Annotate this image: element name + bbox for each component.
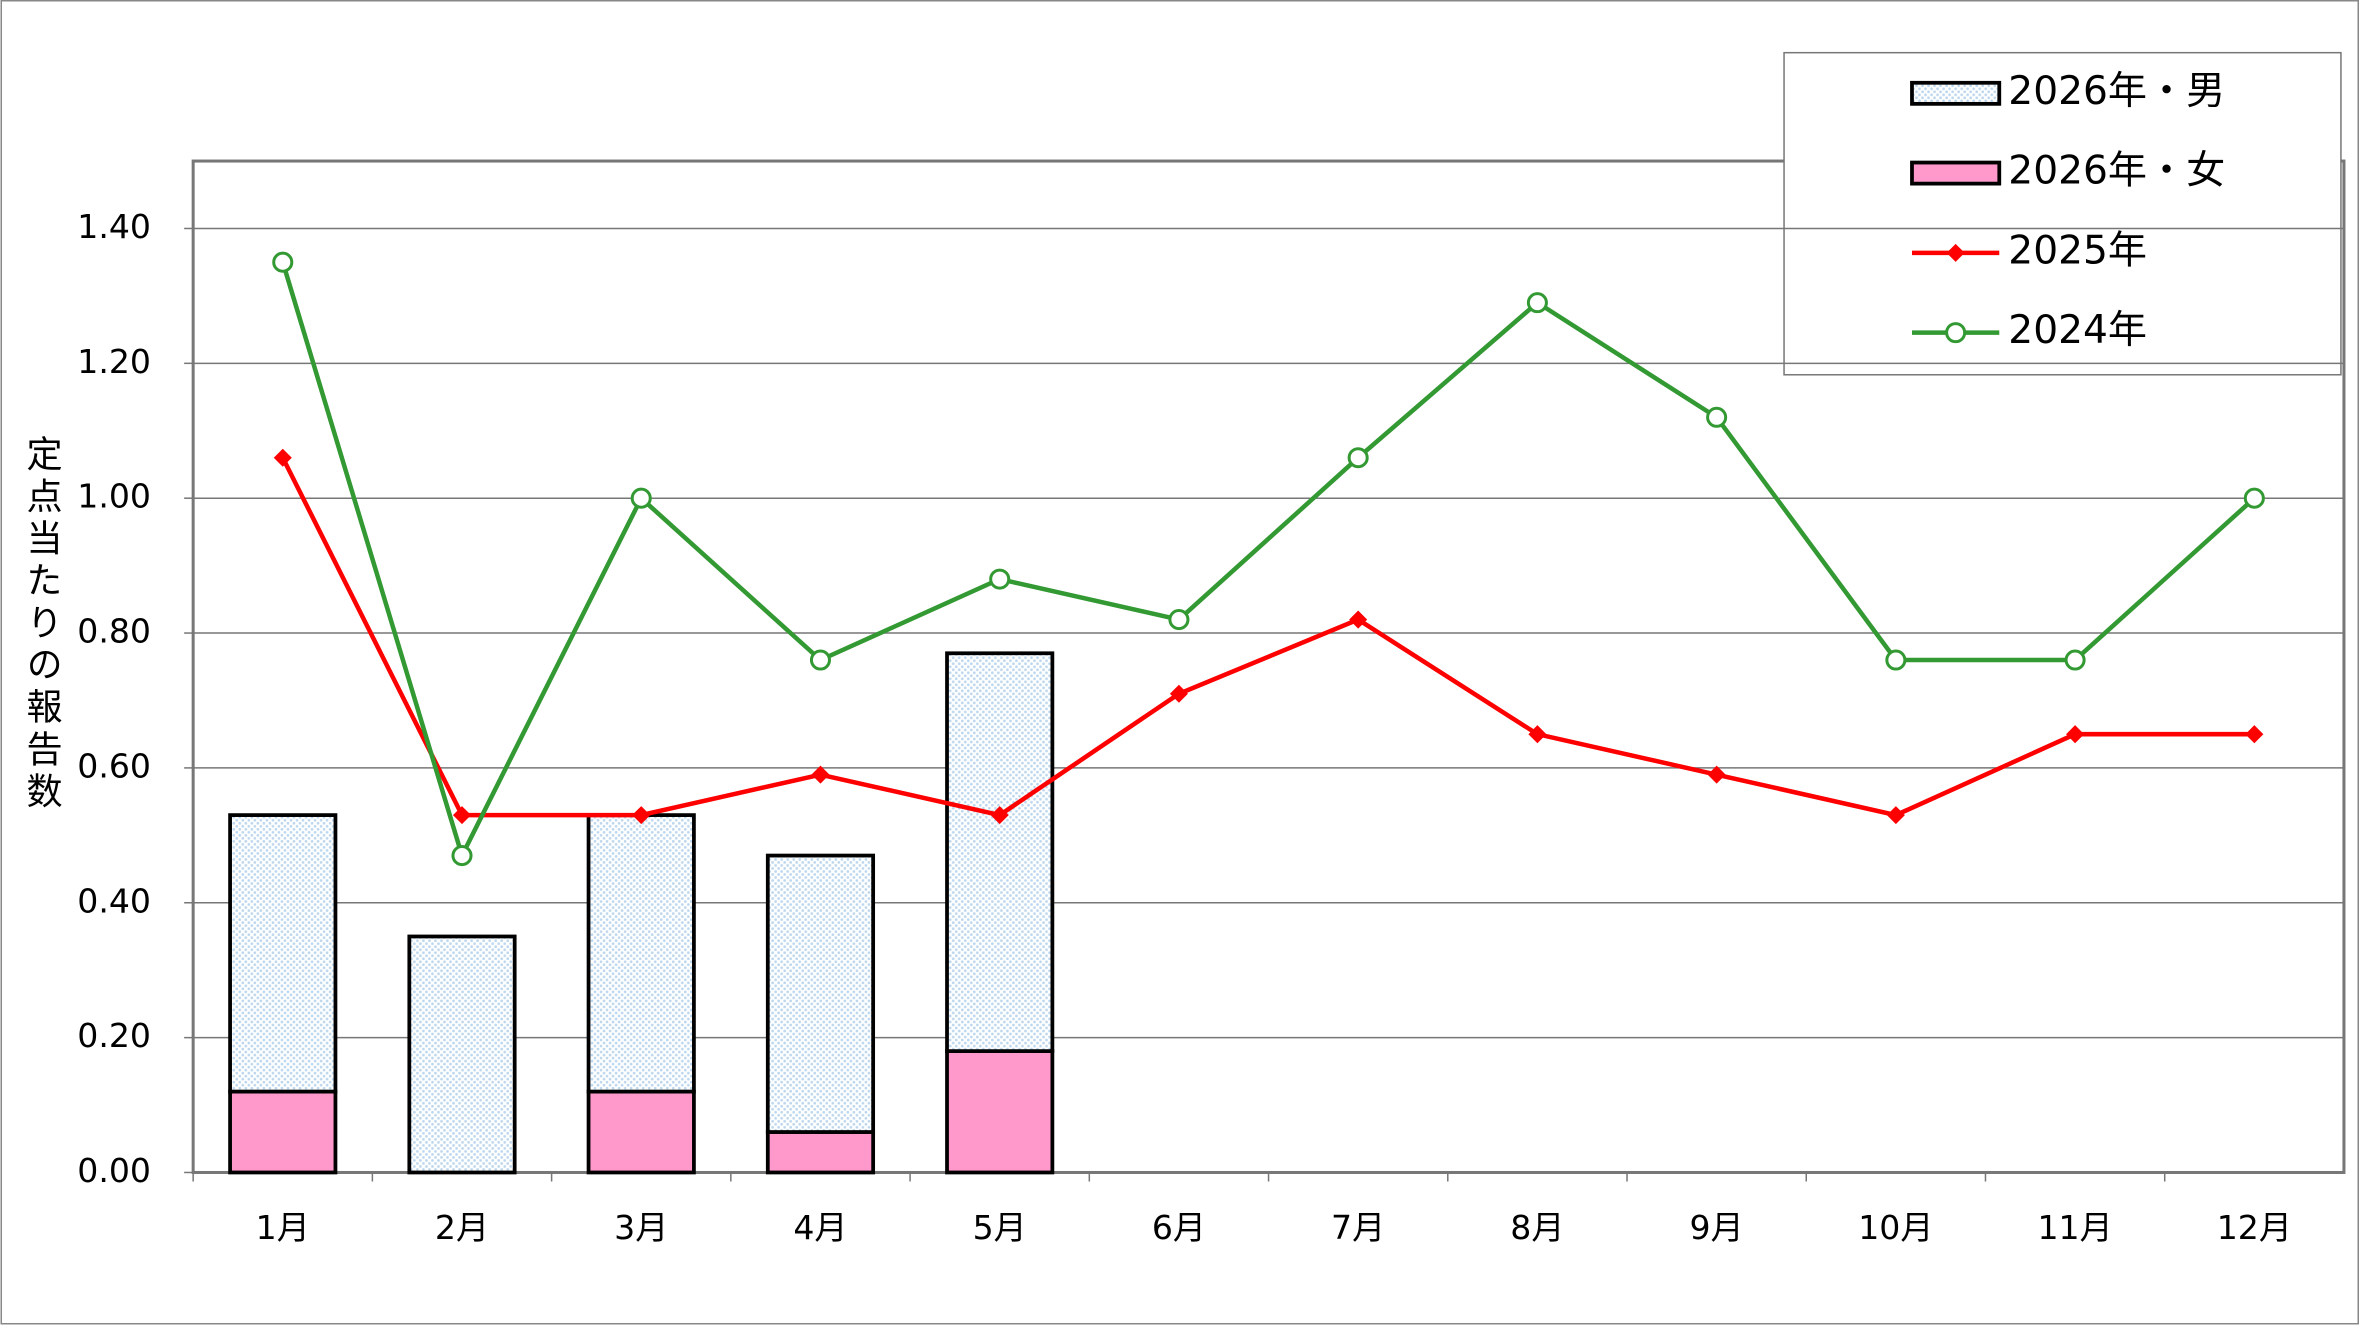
legend-swatch	[1910, 80, 2002, 106]
point	[452, 806, 472, 825]
legend-label: 2025年	[2008, 228, 2147, 273]
line	[280, 456, 2255, 818]
legend-box	[1783, 51, 2342, 376]
legend-label: 2026年・男	[2008, 69, 2225, 114]
point	[1707, 765, 1726, 784]
point	[272, 251, 294, 273]
y-tick-label: 1.20	[77, 342, 151, 381]
x-tick-label: 11月	[2037, 1208, 2112, 1247]
point	[809, 649, 832, 671]
x-tick-label: 9月	[1690, 1208, 1744, 1247]
point	[989, 568, 1011, 590]
point	[2064, 649, 2086, 671]
x-tick-label: 2月	[435, 1208, 489, 1247]
y-tick-label: 0.60	[77, 746, 151, 785]
x-tick-label: 1月	[256, 1208, 310, 1247]
point	[1706, 406, 1728, 428]
bar	[765, 853, 876, 1134]
x-tick-label: 10月	[1858, 1208, 1933, 1247]
point	[630, 487, 652, 509]
x-tick-label: 12月	[2217, 1208, 2292, 1247]
bar	[945, 1049, 1055, 1175]
bar	[586, 1089, 696, 1175]
point	[811, 765, 830, 784]
point	[632, 806, 651, 825]
y-tick-label: 0.00	[77, 1151, 151, 1190]
y-axis-label: 定点当たりの報告数	[21, 435, 64, 814]
x-tick-label: 3月	[614, 1208, 668, 1247]
y-tick-label: 1.00	[77, 477, 151, 516]
x-tick-label: 4月	[793, 1208, 847, 1247]
point	[990, 806, 1009, 825]
bar	[407, 934, 517, 1175]
line	[280, 261, 2256, 862]
bar	[228, 1089, 338, 1175]
x-tick-label: 7月	[1331, 1208, 1385, 1247]
legend-marker	[1946, 243, 1965, 262]
y-tick-label: 1.40	[77, 207, 151, 246]
legend-swatch	[1910, 160, 2002, 186]
x-tick-label: 8月	[1510, 1208, 1564, 1247]
legend-label: 2026年・女	[2008, 149, 2225, 194]
point	[1347, 447, 1369, 469]
bar	[945, 651, 1055, 1053]
bar	[765, 1130, 876, 1175]
point	[2066, 725, 2085, 744]
point	[1168, 609, 1190, 631]
point	[1886, 806, 1905, 825]
y-tick-label: 0.20	[77, 1016, 151, 1055]
legend-label: 2024年	[2008, 308, 2147, 353]
point	[2245, 725, 2264, 744]
bar	[228, 813, 338, 1094]
y-tick-label: 0.40	[77, 881, 151, 920]
legend-marker	[1945, 322, 1967, 344]
bar	[586, 813, 696, 1094]
point	[451, 845, 473, 867]
point	[1526, 292, 1548, 314]
x-tick-label: 5月	[973, 1208, 1027, 1247]
y-tick-label: 0.80	[77, 612, 151, 651]
point	[2243, 487, 2265, 509]
x-tick-label: 6月	[1152, 1208, 1206, 1247]
point	[1885, 649, 1907, 671]
point	[1349, 610, 1368, 629]
point	[273, 448, 292, 467]
